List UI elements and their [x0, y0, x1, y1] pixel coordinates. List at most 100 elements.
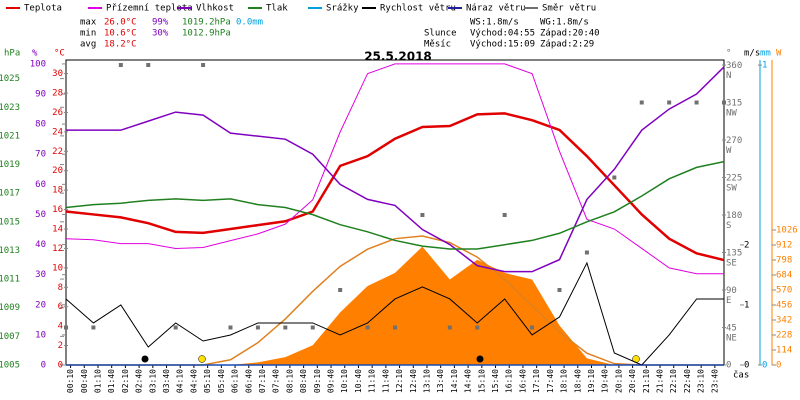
x-tick-label: 04:40 — [189, 369, 198, 393]
x-tick-label: 15:10 — [477, 369, 486, 393]
x-tick-label: 16:40 — [518, 369, 527, 393]
x-tick-label: 07:40 — [272, 369, 281, 393]
y-tick-label: 1015 — [0, 217, 20, 227]
x-tick-label: 03:10 — [148, 369, 157, 393]
y-tick-label: 135 SE — [726, 248, 742, 268]
wind-direction-point — [91, 325, 96, 330]
y-tick-label: 228 — [776, 331, 792, 341]
axis-title: m/s — [744, 49, 760, 59]
x-tick-label: 17:10 — [532, 369, 541, 393]
y-tick-label: 6 — [58, 302, 63, 312]
y-tick-label: 24 — [52, 127, 63, 137]
y-tick-label: 0 — [41, 361, 46, 371]
y-tick-label: 1005 — [0, 361, 20, 371]
y-tick-label: 28 — [52, 89, 63, 99]
stat-hum: 99% — [152, 18, 169, 28]
x-tick-label: 05:40 — [217, 369, 226, 393]
legend-label: Náraz větru — [466, 4, 526, 14]
axis-title: ° — [726, 49, 731, 59]
wind-direction-point — [694, 100, 699, 105]
y-tick-label: 1023 — [0, 103, 20, 113]
legend-label: Teplota — [24, 4, 62, 14]
wind-direction-point — [146, 63, 151, 67]
y-tick-label: 1013 — [0, 246, 20, 256]
x-tick-label: 07:10 — [258, 369, 267, 393]
y-tick-label: 100 — [30, 59, 46, 69]
y-tick-label: 0 — [58, 361, 63, 371]
y-tick-label: 4 — [58, 322, 63, 332]
series-line — [66, 66, 725, 273]
y-tick-label: 30 — [35, 270, 46, 280]
y-tick-label: 1 — [744, 300, 749, 310]
x-tick-label: 22:40 — [683, 369, 692, 393]
y-tick-label: 798 — [776, 256, 792, 266]
stat-press: 1019.2hPa — [182, 18, 231, 28]
y-tick-label: 0 — [726, 361, 731, 371]
y-tick-label: 912 — [776, 241, 792, 251]
series-line — [65, 160, 725, 250]
x-tick-label: 11:10 — [368, 369, 377, 393]
series-line — [65, 261, 724, 366]
y-tick-label: 180 S — [726, 211, 742, 231]
x-tick-label: 09:10 — [313, 369, 322, 393]
x-tick-label: 00:10 — [66, 369, 75, 393]
x-tick-label: 08:40 — [299, 369, 308, 393]
x-tick-label: 12:10 — [395, 369, 404, 393]
x-tick-label: 23:40 — [710, 369, 719, 393]
y-tick-label: 114 — [776, 346, 792, 356]
x-tick-label: 00:40 — [80, 369, 89, 393]
sun-info: Východ:04:55 — [470, 29, 535, 39]
wind-direction-point — [338, 288, 343, 292]
y-tick-label: 2 — [744, 240, 749, 250]
y-tick-label: 20 — [52, 166, 63, 176]
wind-direction-point — [393, 325, 397, 330]
axis-title: hPa — [4, 49, 20, 59]
series-line — [65, 63, 724, 275]
wind-direction-point — [584, 250, 589, 255]
y-tick-label: 456 — [776, 301, 792, 311]
x-tick-label: 13:10 — [422, 369, 431, 393]
y-tick-label: 225 SW — [726, 173, 742, 193]
legend-label: Přízemní teplota — [106, 4, 193, 14]
x-tick-label: 15:40 — [491, 369, 500, 393]
wind-direction-point — [201, 63, 206, 67]
wind-direction-point — [173, 325, 178, 330]
wind-direction-point — [118, 63, 123, 67]
y-tick-label: 10 — [52, 263, 63, 273]
y-tick-label: 60 — [35, 180, 46, 190]
y-tick-label: 1021 — [0, 131, 20, 141]
y-tick-label: 10 — [35, 330, 46, 340]
y-tick-label: 0 — [776, 361, 781, 371]
wind-direction-point — [447, 325, 452, 330]
x-tick-label: 17:40 — [546, 369, 555, 393]
y-tick-label: 270 W — [726, 136, 742, 156]
moon-info: Měsíc — [424, 40, 451, 50]
y-tick-label: 315 NW — [726, 98, 742, 118]
y-tick-label: 1 — [762, 61, 767, 71]
y-tick-label: 50 — [35, 210, 46, 220]
y-tick-label: 1009 — [0, 303, 20, 313]
wind-direction-point — [639, 100, 644, 105]
x-tick-label: 22:10 — [669, 369, 678, 393]
wind-direction-point — [612, 175, 617, 180]
x-tick-label: 18:10 — [560, 369, 569, 393]
y-tick-label: 1007 — [0, 332, 20, 342]
sun-info: Slunce — [424, 29, 457, 39]
x-tick-label: 02:10 — [121, 369, 130, 393]
axis-title: °C — [54, 49, 65, 59]
x-tick-label: 20:10 — [614, 369, 623, 393]
legend-label: Tlak — [266, 4, 288, 14]
legend-label: Směr větru — [542, 4, 596, 14]
axis-title: mm — [760, 49, 771, 59]
series-line — [65, 112, 725, 262]
x-tick-label: 09:40 — [327, 369, 336, 393]
x-tick-label: 02:40 — [135, 369, 144, 393]
wind-direction-point — [365, 325, 370, 330]
wind-direction-point — [228, 325, 233, 330]
x-tick-label: 05:10 — [203, 369, 212, 393]
wind-direction-point — [64, 325, 68, 330]
moon-info: Východ:15:09 — [470, 40, 535, 50]
x-tick-label: 12:40 — [409, 369, 418, 393]
y-tick-label: 30 — [52, 69, 63, 79]
stat-temp: 26.0°C — [104, 18, 137, 28]
